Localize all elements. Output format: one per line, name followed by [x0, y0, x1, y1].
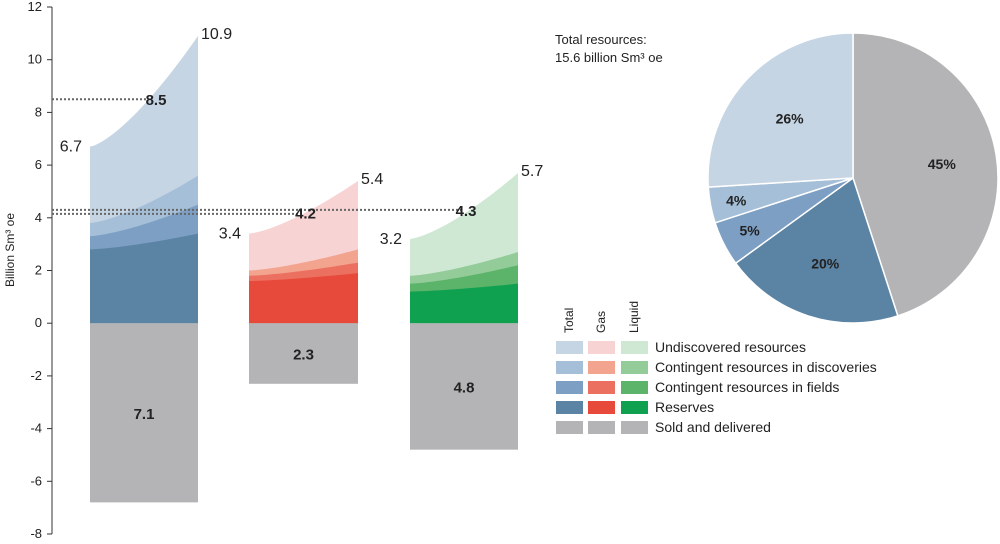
- pie-title-line1: Total resources:: [555, 32, 647, 47]
- y-tick-label: 10: [28, 52, 42, 67]
- value-labels: 6.7 10.9 8.5 7.1 3.4 5.4 4.2 2.3 3.2 5.7 4.3 4.8: [60, 26, 544, 423]
- legend-swatch: [556, 361, 583, 374]
- area-liquid-reserves: [410, 283, 518, 324]
- start-label: 3.2: [380, 231, 402, 248]
- y-tick-label: -6: [30, 473, 42, 488]
- legend-swatch: [556, 381, 583, 394]
- pie-slice: [707, 32, 854, 188]
- legend-swatch: [588, 421, 615, 434]
- legend-entry-label: Undiscovered resources: [655, 339, 806, 355]
- pie-title-line2: 15.6 billion Sm³ oe: [555, 50, 663, 65]
- sold-label: 2.3: [293, 347, 314, 364]
- bar-total-sold: [90, 323, 198, 503]
- legend-entry-label: Sold and delivered: [655, 419, 771, 435]
- pie-slice: [852, 32, 999, 317]
- sold-label: 7.1: [134, 406, 155, 423]
- end-label: 5.7: [521, 163, 543, 180]
- legend-swatch: [556, 401, 583, 414]
- legend-entry-label: Contingent resources in fields: [655, 379, 839, 395]
- legend-swatch: [588, 401, 615, 414]
- legend-column-header: Liquid: [627, 301, 641, 333]
- area-gas-reserves: [249, 273, 358, 324]
- pie-slice-label: 45%: [928, 156, 957, 172]
- y-axis-label: Billion Sm³ oe: [3, 213, 17, 287]
- legend-swatch: [588, 341, 615, 354]
- start-label: 3.4: [219, 226, 241, 243]
- reference-lines: [52, 98, 462, 215]
- end-label: 10.9: [201, 26, 232, 43]
- sold-label: 4.8: [454, 379, 475, 396]
- legend-swatch: [621, 361, 648, 374]
- pie-slice-label: 4%: [726, 192, 747, 208]
- start-label: 6.7: [60, 139, 82, 156]
- y-tick-label: 6: [35, 157, 42, 172]
- legend: Total Gas Liquid Undiscovered resources Cont…: [556, 301, 877, 435]
- legend-swatch: [588, 381, 615, 394]
- pie-slice-label: 20%: [811, 255, 840, 271]
- y-tick-label: -4: [30, 421, 42, 436]
- y-axis: 12 10 8 6 4 2 0 -2 -4 -6 -8: [28, 0, 53, 541]
- end-label: 5.4: [361, 171, 383, 188]
- mid-label: 4.2: [295, 206, 316, 223]
- bar-liquid-sold: [410, 323, 518, 450]
- y-tick-label: 8: [35, 104, 42, 119]
- legend-entry-label: Contingent resources in discoveries: [655, 359, 877, 375]
- y-tick-label: -2: [30, 368, 42, 383]
- y-tick-label: 2: [35, 263, 42, 278]
- legend-column-header: Total: [562, 308, 576, 333]
- pie-slice: [734, 176, 899, 324]
- legend-swatch: [556, 341, 583, 354]
- pie-slice-label: 26%: [776, 110, 805, 126]
- legend-swatch: [588, 361, 615, 374]
- legend-swatch: [621, 401, 648, 414]
- area-total-reserves: [90, 233, 198, 324]
- legend-entry-label: Reserves: [655, 399, 714, 415]
- mid-label: 8.5: [146, 92, 167, 109]
- legend-swatch: [556, 421, 583, 434]
- legend-column-header: Gas: [594, 311, 608, 333]
- y-tick-label: 12: [28, 0, 42, 14]
- legend-swatch: [621, 421, 648, 434]
- stacked-areas: [90, 35, 518, 503]
- pie-slice-label: 5%: [740, 223, 761, 239]
- y-tick-label: 4: [35, 210, 42, 225]
- y-tick-label: 0: [35, 315, 42, 330]
- y-tick-label: -8: [30, 526, 42, 541]
- pie-chart: 45% 20% 5% 4% 26%: [707, 32, 999, 324]
- legend-swatch: [621, 341, 648, 354]
- mid-label: 4.3: [456, 203, 477, 220]
- bar-gas-sold: [249, 323, 358, 384]
- legend-swatch: [621, 381, 648, 394]
